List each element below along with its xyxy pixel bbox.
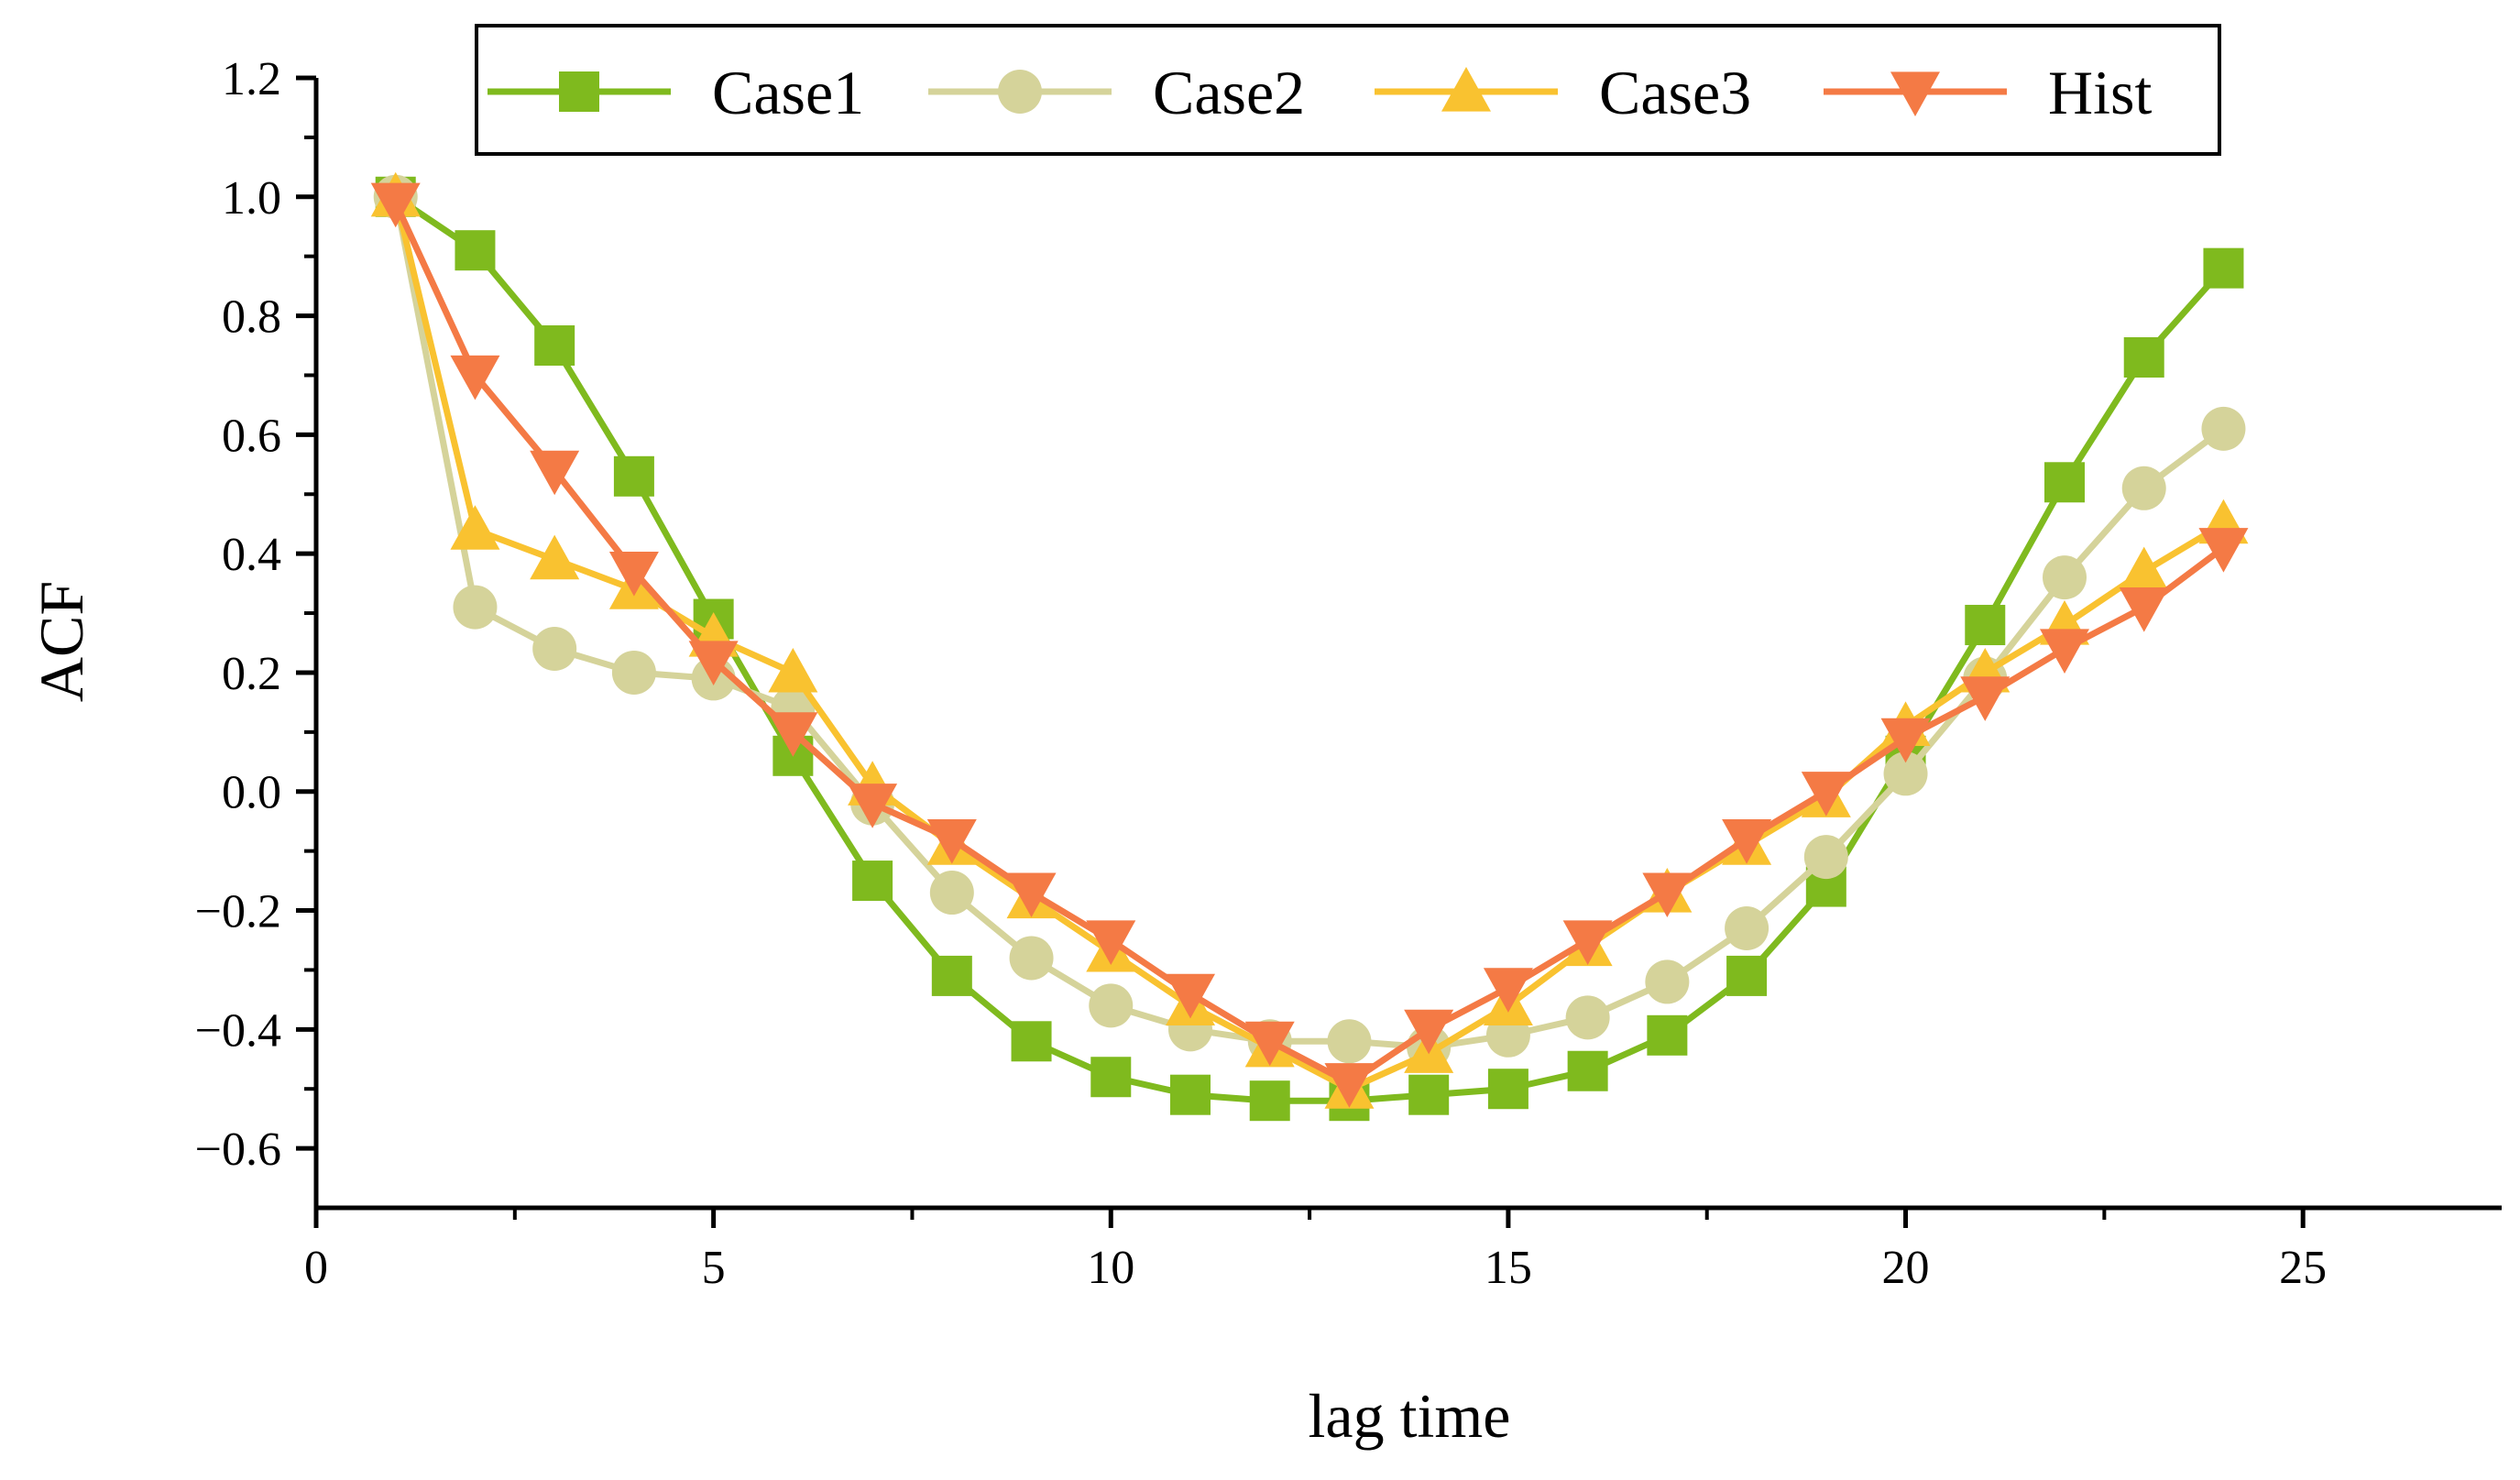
data-point-hist (2119, 587, 2169, 632)
data-point-case1 (613, 455, 654, 497)
data-point-hist (926, 819, 977, 864)
x-axis-title: lag time (1309, 1381, 1511, 1451)
data-point-hist (1960, 676, 2011, 721)
data-point-case1 (1965, 605, 2006, 646)
data-point-case2 (1803, 835, 1848, 880)
data-point-hist (1086, 920, 1136, 965)
data-point-hist (530, 450, 580, 496)
series-line-hist (392, 201, 2226, 1087)
x-tick-label: 25 (2279, 1242, 2327, 1294)
data-point-hist (1722, 819, 1772, 864)
data-point-case2 (1645, 959, 1690, 1004)
data-point-case3 (768, 647, 818, 693)
data-point-case3 (2119, 546, 2169, 592)
legend-label-hist: Hist (2048, 58, 2152, 127)
data-point-case2 (2043, 555, 2087, 600)
data-point-case1 (455, 230, 496, 271)
data-point-hist (1244, 1021, 1295, 1067)
data-point-case1 (1647, 1014, 1688, 1056)
series-case2 (373, 174, 2246, 1069)
series-case1 (375, 176, 2244, 1122)
data-point-hist (1642, 872, 1693, 918)
legend-marker-case2 (998, 70, 1042, 114)
data-point-case2 (1327, 1019, 1372, 1064)
x-tick-label: 10 (1087, 1242, 1134, 1294)
data-point-case2 (453, 585, 498, 630)
y-tick-label: −0.2 (195, 886, 281, 938)
y-tick-label: 1.0 (222, 172, 281, 225)
data-point-case1 (1011, 1021, 1052, 1062)
data-point-hist (1404, 1009, 1454, 1055)
data-point-case1 (852, 861, 893, 902)
legend-label-case1: Case1 (712, 58, 864, 127)
legend-marker-hist (1890, 71, 1940, 116)
data-point-hist (1166, 973, 1215, 1019)
series-line-case2 (392, 196, 2226, 1051)
y-tick-label: −0.4 (195, 1004, 281, 1057)
data-point-hist (848, 784, 898, 828)
data-point-hist (2198, 528, 2249, 573)
data-point-case3 (450, 505, 500, 550)
data-point-case1 (1726, 955, 1768, 996)
y-tick-label: 1.2 (222, 53, 281, 105)
x-tick-label: 20 (1882, 1242, 1930, 1294)
data-point-case2 (1883, 751, 1928, 796)
data-point-hist (370, 182, 421, 228)
legend-label-case3: Case3 (1599, 58, 1751, 127)
data-point-case1 (931, 955, 972, 996)
data-point-case1 (1249, 1080, 1290, 1122)
data-point-hist (1483, 968, 1533, 1013)
data-point-case1 (1408, 1074, 1450, 1115)
y-tick-label: 0.2 (222, 648, 281, 700)
data-point-hist (688, 641, 739, 685)
legend-marker-case3 (1441, 67, 1491, 112)
data-point-case2 (1009, 936, 1054, 981)
data-point-case1 (1567, 1050, 1608, 1091)
data-point-hist (768, 712, 818, 757)
data-point-hist (1562, 920, 1613, 965)
x-tick-label: 0 (304, 1242, 328, 1294)
data-point-case3 (530, 534, 580, 580)
series-layer (370, 171, 2249, 1122)
data-point-hist (450, 355, 500, 400)
data-point-case2 (2201, 406, 2246, 451)
y-axis-title: ACF (27, 581, 96, 702)
data-point-hist (1801, 772, 1851, 817)
y-axis: 1.2 1.0 0.8 0.6 0.4 0.2 0.0 −0.2 −0.4 −0.6 (195, 53, 319, 1208)
data-point-case2 (532, 626, 577, 671)
data-point-case1 (534, 325, 575, 367)
x-axis: 0 5 10 15 20 25 (304, 1205, 2502, 1294)
data-point-case1 (1487, 1069, 1528, 1110)
data-point-case1 (2044, 462, 2085, 503)
data-point-hist (1006, 872, 1057, 918)
legend-label-case2: Case2 (1153, 58, 1305, 127)
y-tick-label: 0.4 (222, 529, 281, 581)
series-hist (370, 182, 2249, 1108)
data-point-case2 (2121, 466, 2166, 510)
series-line-case3 (392, 195, 2226, 1092)
data-point-hist (2040, 629, 2089, 674)
data-point-case2 (929, 871, 974, 915)
y-tick-label: 0.6 (222, 410, 281, 462)
data-point-hist (608, 552, 659, 597)
data-point-hist (1880, 718, 1931, 763)
series-line-case1 (393, 193, 2227, 1104)
y-tick-label: −0.6 (195, 1124, 281, 1176)
data-point-case1 (1090, 1057, 1132, 1098)
data-point-case2 (1089, 983, 1134, 1028)
data-point-hist (1324, 1063, 1375, 1108)
y-tick-label: 0.8 (222, 291, 281, 344)
data-point-case1 (1170, 1074, 1211, 1115)
data-point-case1 (2203, 247, 2244, 289)
y-tick-label: 0.0 (222, 767, 281, 819)
legend-marker-case1 (559, 71, 599, 112)
x-tick-label: 5 (702, 1242, 726, 1294)
legend: Case1 Case2 Case3 Hist (475, 24, 2221, 156)
data-point-case2 (1565, 995, 1610, 1040)
data-point-case1 (2123, 337, 2164, 378)
x-tick-label: 15 (1485, 1242, 1532, 1294)
data-point-case2 (611, 650, 656, 695)
data-point-case2 (1725, 905, 1769, 950)
